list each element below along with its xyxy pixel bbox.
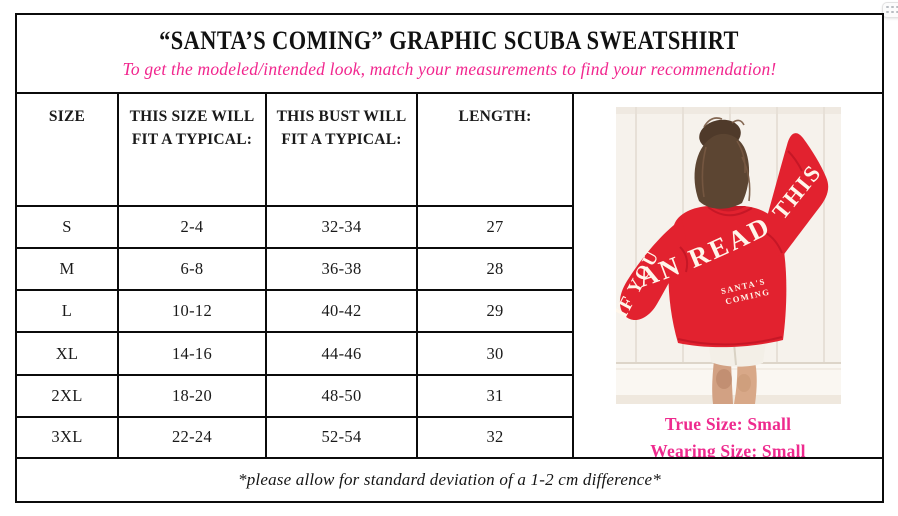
fit-cell: 22-24 bbox=[117, 415, 267, 457]
photo-sweatshirt bbox=[619, 133, 828, 348]
photo-model-hair bbox=[694, 117, 750, 209]
footer-note: *please allow for standard deviation of … bbox=[17, 457, 882, 501]
table-row: 3XL 22-24 52-54 32 bbox=[17, 415, 574, 457]
grid-handle-icon[interactable] bbox=[882, 2, 898, 18]
bust-cell: 52-54 bbox=[265, 415, 418, 457]
fit-cell: 2-4 bbox=[117, 205, 267, 250]
column-header-length: LENGTH: bbox=[416, 94, 574, 208]
fit-cell: 18-20 bbox=[117, 373, 267, 418]
table-header-row: SIZE THIS SIZE WILL FIT A TYPICAL: THIS … bbox=[17, 94, 574, 208]
size-cell: M bbox=[17, 247, 119, 292]
true-size-label: True Size: Small bbox=[664, 414, 792, 434]
content-area: SIZE THIS SIZE WILL FIT A TYPICAL: THIS … bbox=[17, 94, 882, 457]
bust-cell: 40-42 bbox=[265, 289, 418, 334]
length-cell: 29 bbox=[416, 289, 574, 334]
page-title: “SANTA’S COMING” GRAPHIC SCUBA SWEATSHIR… bbox=[159, 26, 740, 55]
length-cell: 32 bbox=[416, 415, 574, 457]
bust-cell: 44-46 bbox=[265, 331, 418, 376]
size-cell: L bbox=[17, 289, 119, 334]
column-header-size: SIZE bbox=[17, 94, 119, 208]
table-row: XL 14-16 44-46 30 bbox=[17, 331, 574, 376]
column-header-bust: THIS BUST WILL FIT A TYPICAL: bbox=[265, 94, 418, 208]
table-row: 2XL 18-20 48-50 31 bbox=[17, 373, 574, 418]
model-size-caption: True Size: Small Wearing Size: Small bbox=[574, 411, 882, 457]
size-cell: S bbox=[17, 205, 119, 250]
table-row: M 6-8 36-38 28 bbox=[17, 247, 574, 292]
column-header-fit: THIS SIZE WILL FIT A TYPICAL: bbox=[117, 94, 267, 208]
length-cell: 27 bbox=[416, 205, 574, 250]
fit-cell: 6-8 bbox=[117, 247, 267, 292]
length-cell: 31 bbox=[416, 373, 574, 418]
photo-panel: AN READ THIS IF YOU SANTA'S COMING True … bbox=[574, 94, 882, 457]
table-row: S 2-4 32-34 27 bbox=[17, 205, 574, 250]
product-photo: AN READ THIS IF YOU SANTA'S COMING bbox=[615, 107, 841, 404]
size-cell: XL bbox=[17, 331, 119, 376]
bust-cell: 36-38 bbox=[265, 247, 418, 292]
fit-cell: 10-12 bbox=[117, 289, 267, 334]
bust-cell: 32-34 bbox=[265, 205, 418, 250]
table-row: L 10-12 40-42 29 bbox=[17, 289, 574, 334]
length-cell: 30 bbox=[416, 331, 574, 376]
size-table: SIZE THIS SIZE WILL FIT A TYPICAL: THIS … bbox=[17, 94, 574, 457]
size-chart-sheet: “SANTA’S COMING” GRAPHIC SCUBA SWEATSHIR… bbox=[15, 13, 884, 503]
title-block: “SANTA’S COMING” GRAPHIC SCUBA SWEATSHIR… bbox=[17, 15, 882, 94]
wearing-size-label: Wearing Size: Small bbox=[650, 441, 806, 457]
fit-cell: 14-16 bbox=[117, 331, 267, 376]
length-cell: 28 bbox=[416, 247, 574, 292]
bust-cell: 48-50 bbox=[265, 373, 418, 418]
page-subtitle: To get the modeled/intended look, match … bbox=[122, 59, 777, 79]
size-cell: 3XL bbox=[17, 415, 119, 457]
size-cell: 2XL bbox=[17, 373, 119, 418]
